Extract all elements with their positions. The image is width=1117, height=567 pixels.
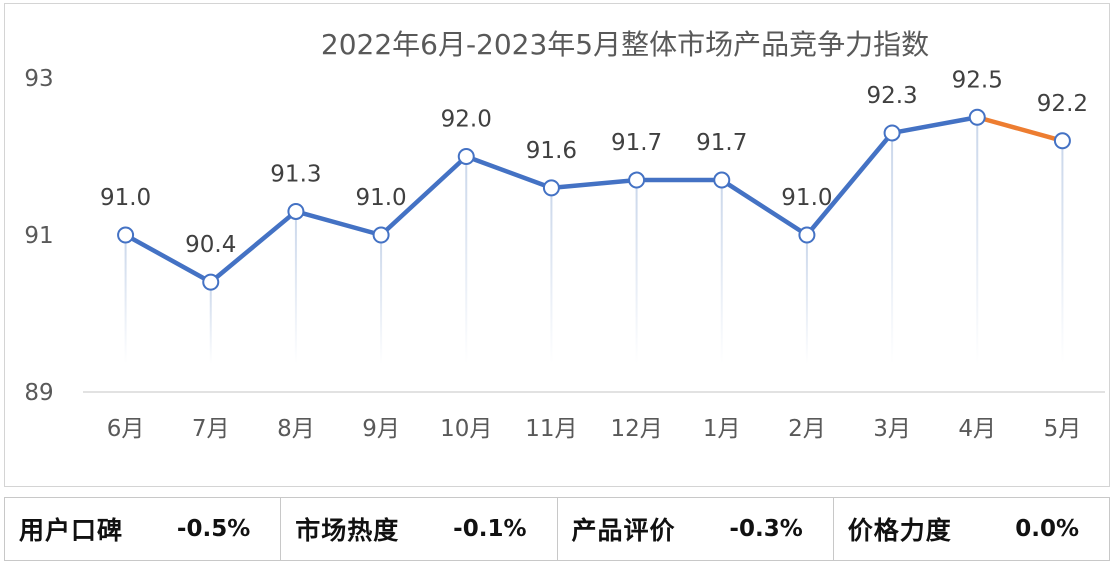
series-segment xyxy=(889,115,980,136)
metric-value: 0.0% xyxy=(1015,516,1079,542)
series-segment xyxy=(378,154,469,238)
line-chart: 2022年6月-2023年5月整体市场产品竞争力指数 89 91 93 6月 7月 8月… xyxy=(24,28,1105,442)
series-segment-last xyxy=(975,115,1065,144)
y-axis-ticks: 89 91 93 xyxy=(24,66,53,406)
x-tick-label: 4月 xyxy=(958,416,996,442)
y-tick-label: 89 xyxy=(24,380,53,406)
drop-line xyxy=(209,282,212,364)
x-tick-label: 8月 xyxy=(277,416,315,442)
series-segment xyxy=(293,209,384,238)
drop-line xyxy=(1061,140,1064,364)
data-label: 91.7 xyxy=(611,130,662,156)
data-point xyxy=(713,171,731,189)
chart-frame: 2022年6月-2023年5月整体市场产品竞争力指数 89 91 93 6月 7月 8月… xyxy=(4,3,1110,487)
metric-value: -0.5% xyxy=(176,516,251,542)
metric-price-strength: 价格力度 0.0% xyxy=(834,498,1109,560)
data-point xyxy=(968,108,986,126)
x-tick-label: 3月 xyxy=(873,416,911,442)
data-point xyxy=(542,179,560,197)
metric-user-reputation: 用户口碑 -0.5% xyxy=(5,498,282,560)
drop-line xyxy=(891,132,894,364)
data-point xyxy=(883,124,901,142)
metric-label: 产品评价 xyxy=(571,516,676,545)
drop-line xyxy=(550,187,553,364)
metric-label: 市场热度 xyxy=(295,516,400,545)
drop-line xyxy=(465,156,468,364)
series-segment xyxy=(719,177,810,238)
data-point xyxy=(457,148,475,165)
metric-market-heat: 市场热度 -0.1% xyxy=(281,498,558,560)
x-tick-label: 12月 xyxy=(610,416,662,442)
data-point xyxy=(628,171,646,189)
x-tick-label: 5月 xyxy=(1044,416,1082,442)
drop-lines xyxy=(124,117,1064,364)
data-label: 91.7 xyxy=(696,130,747,156)
series-line xyxy=(123,115,1065,285)
drop-line xyxy=(976,117,979,364)
drop-line xyxy=(635,180,638,364)
data-point xyxy=(202,273,220,291)
data-label: 92.3 xyxy=(866,83,917,109)
data-point xyxy=(372,226,390,244)
data-label: 90.4 xyxy=(185,232,236,258)
metric-label: 用户口碑 xyxy=(19,516,124,545)
data-markers xyxy=(117,108,1071,291)
metric-value: -0.1% xyxy=(453,516,527,542)
x-tick-label: 11月 xyxy=(525,416,577,442)
data-label: 91.0 xyxy=(355,185,406,211)
x-tick-label: 10月 xyxy=(440,416,492,442)
series-segment xyxy=(464,154,554,191)
data-label: 91.6 xyxy=(526,138,577,164)
data-point xyxy=(1053,132,1071,150)
series-segment xyxy=(804,130,895,238)
drop-line xyxy=(720,180,723,364)
data-point xyxy=(798,226,816,244)
chart-title: 2022年6月-2023年5月整体市场产品竞争力指数 xyxy=(321,28,929,61)
data-label: 91.3 xyxy=(270,161,321,187)
drop-line xyxy=(805,235,808,364)
data-label: 92.0 xyxy=(441,107,492,133)
data-point xyxy=(117,226,135,244)
data-label: 91.0 xyxy=(100,185,151,211)
x-tick-label: 6月 xyxy=(107,416,145,442)
x-tick-label: 9月 xyxy=(362,416,400,442)
metric-product-rating: 产品评价 -0.3% xyxy=(558,498,834,560)
data-label: 91.0 xyxy=(781,185,832,211)
x-axis-ticks: 6月 7月 8月 9月 10月 11月 12月 1月 2月 3月 4月 5月 xyxy=(107,416,1081,442)
metric-label: 价格力度 xyxy=(847,516,952,545)
x-tick-label: 2月 xyxy=(788,416,826,442)
y-tick-label: 91 xyxy=(24,223,53,249)
series-segment xyxy=(549,177,639,191)
drop-line xyxy=(380,235,383,364)
drop-line xyxy=(294,211,297,364)
x-tick-label: 1月 xyxy=(703,416,741,442)
data-point xyxy=(287,202,305,220)
metrics-bar: 用户口碑 -0.5% 市场热度 -0.1% 产品评价 -0.3% 价格力度 0.… xyxy=(4,497,1110,561)
series-segment xyxy=(208,209,299,285)
metric-value: -0.3% xyxy=(729,516,803,542)
data-label: 92.2 xyxy=(1037,91,1088,117)
series-segment xyxy=(123,232,213,285)
data-labels: 91.0 90.4 91.3 91.0 92.0 91.6 91.7 91.7 91.0 92.3… xyxy=(100,67,1088,258)
data-label: 92.5 xyxy=(952,67,1003,93)
x-tick-label: 7月 xyxy=(192,416,230,442)
y-tick-label: 93 xyxy=(24,66,53,92)
drop-line xyxy=(124,235,127,364)
